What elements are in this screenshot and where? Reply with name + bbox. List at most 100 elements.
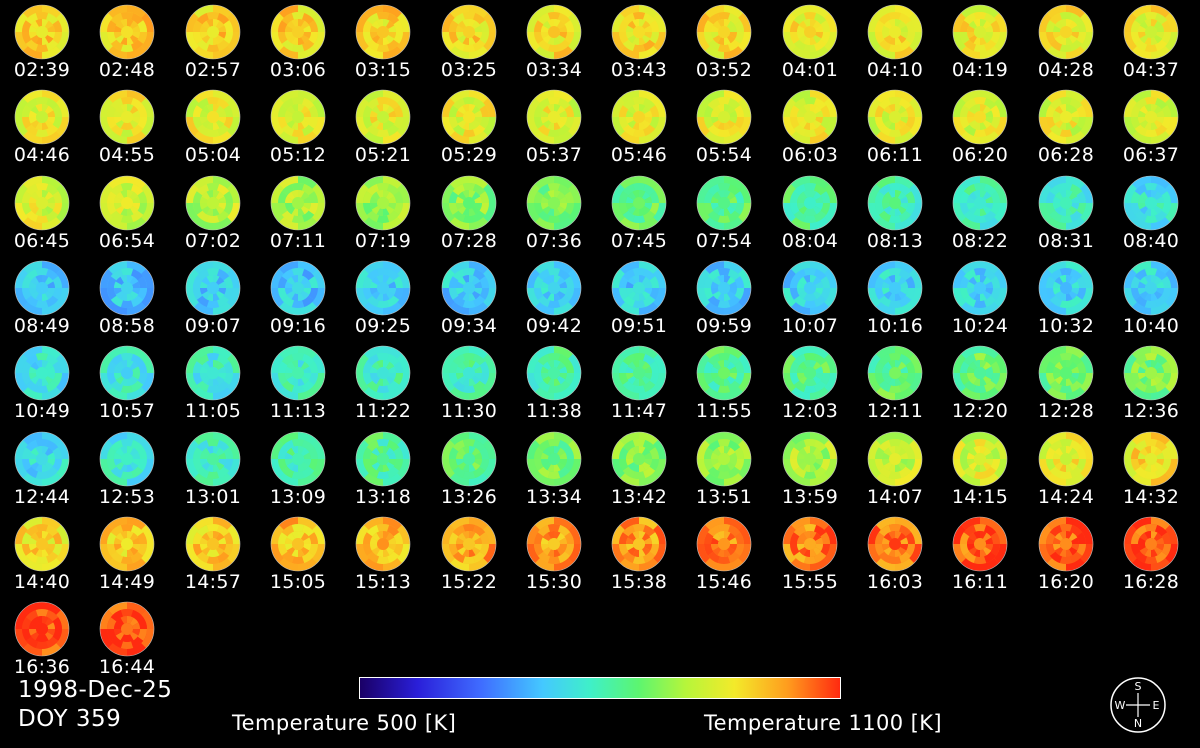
doy-label: DOY 359 xyxy=(18,706,122,732)
frame-time-label: 05:37 xyxy=(525,144,583,166)
frame-cell: 06:45 xyxy=(0,171,86,257)
frame-cell: 03:52 xyxy=(682,0,768,86)
frame-time-label: 13:01 xyxy=(184,486,242,508)
temperature-disc xyxy=(782,4,838,60)
compass-east-label: E xyxy=(1153,699,1160,712)
frame-time-label: 15:30 xyxy=(525,571,583,593)
frame-time-label: 13:26 xyxy=(440,486,498,508)
frame-time-label: 07:28 xyxy=(440,230,498,252)
temperature-disc xyxy=(14,516,70,572)
frame-time-label: 14:07 xyxy=(866,486,924,508)
temperature-disc xyxy=(782,89,838,145)
frame-time-label: 14:15 xyxy=(951,486,1009,508)
frame-cell: 13:01 xyxy=(171,427,257,513)
frame-time-label: 08:58 xyxy=(98,315,156,337)
temperature-disc xyxy=(185,4,241,60)
temperature-disc xyxy=(1038,89,1094,145)
frame-time-label: 11:47 xyxy=(610,400,668,422)
frame-cell: 06:54 xyxy=(85,171,171,257)
frame-time-label: 11:05 xyxy=(184,400,242,422)
temperature-disc xyxy=(526,516,582,572)
frame-time-label: 08:31 xyxy=(1037,230,1095,252)
frame-cell: 05:46 xyxy=(597,85,683,171)
frame-cell: 11:13 xyxy=(256,341,342,427)
frame-time-label: 16:28 xyxy=(1122,571,1180,593)
temperature-disc xyxy=(782,431,838,487)
temperature-disc xyxy=(526,345,582,401)
frame-time-label: 03:52 xyxy=(695,59,753,81)
frame-time-label: 03:43 xyxy=(610,59,668,81)
temperature-disc xyxy=(441,431,497,487)
frame-time-label: 03:25 xyxy=(440,59,498,81)
frame-cell: 14:40 xyxy=(0,512,86,598)
frame-time-label: 04:01 xyxy=(781,59,839,81)
frame-cell: 13:18 xyxy=(341,427,427,513)
temperature-disc xyxy=(867,516,923,572)
temperature-disc xyxy=(696,345,752,401)
frame-time-label: 05:54 xyxy=(695,144,753,166)
temperature-disc xyxy=(355,345,411,401)
frame-cell: 11:38 xyxy=(512,341,598,427)
frame-time-label: 10:24 xyxy=(951,315,1009,337)
temperature-disc xyxy=(270,345,326,401)
temperature-disc xyxy=(867,345,923,401)
frame-cell: 13:34 xyxy=(512,427,598,513)
frame-time-label: 12:03 xyxy=(781,400,839,422)
frame-time-label: 02:57 xyxy=(184,59,242,81)
frame-time-label: 16:20 xyxy=(1037,571,1095,593)
frame-cell: 10:57 xyxy=(85,341,171,427)
frame-time-label: 10:57 xyxy=(98,400,156,422)
temperature-disc xyxy=(14,260,70,316)
frame-cell: 10:32 xyxy=(1024,256,1110,342)
frame-cell: 06:37 xyxy=(1109,85,1195,171)
temperature-disc xyxy=(1123,345,1179,401)
temperature-disc xyxy=(867,260,923,316)
temperature-disc xyxy=(99,89,155,145)
frame-cell: 12:53 xyxy=(85,427,171,513)
frame-time-label: 08:13 xyxy=(866,230,924,252)
frame-cell: 13:26 xyxy=(427,427,513,513)
frame-time-label: 05:21 xyxy=(354,144,412,166)
frame-cell: 08:13 xyxy=(853,171,939,257)
temperature-disc xyxy=(611,516,667,572)
frame-cell: 04:28 xyxy=(1024,0,1110,86)
temperature-disc xyxy=(952,431,1008,487)
temperature-disc xyxy=(355,516,411,572)
frame-cell: 15:46 xyxy=(682,512,768,598)
frame-time-label: 15:22 xyxy=(440,571,498,593)
frame-cell: 10:16 xyxy=(853,256,939,342)
temperature-disc xyxy=(14,431,70,487)
frame-cell: 08:58 xyxy=(85,256,171,342)
frame-cell: 04:10 xyxy=(853,0,939,86)
temperature-disc xyxy=(867,89,923,145)
frame-cell: 13:59 xyxy=(768,427,854,513)
temperature-disc xyxy=(696,516,752,572)
frame-cell: 03:15 xyxy=(341,0,427,86)
frame-cell: 11:30 xyxy=(427,341,513,427)
frame-time-label: 11:13 xyxy=(269,400,327,422)
temperature-disc xyxy=(270,89,326,145)
temperature-disc xyxy=(1123,431,1179,487)
frame-time-label: 06:37 xyxy=(1122,144,1180,166)
temperature-disc xyxy=(441,516,497,572)
frame-time-label: 08:40 xyxy=(1122,230,1180,252)
frame-cell: 12:03 xyxy=(768,341,854,427)
date-label: 1998-Dec-25 xyxy=(18,677,173,703)
temperature-disc xyxy=(696,89,752,145)
temperature-disc xyxy=(1123,260,1179,316)
frame-time-label: 08:04 xyxy=(781,230,839,252)
temperature-disc xyxy=(611,175,667,231)
temperature-disc xyxy=(952,89,1008,145)
colorbar-min-label: Temperature 500 [K] xyxy=(232,711,457,735)
frame-cell: 16:28 xyxy=(1109,512,1195,598)
frame-cell: 14:07 xyxy=(853,427,939,513)
frame-time-label: 08:49 xyxy=(13,315,71,337)
frame-cell: 05:04 xyxy=(171,85,257,171)
frame-cell: 15:38 xyxy=(597,512,683,598)
frame-time-label: 04:28 xyxy=(1037,59,1095,81)
temperature-colorbar xyxy=(359,677,841,699)
frame-time-label: 13:59 xyxy=(781,486,839,508)
frame-time-label: 13:51 xyxy=(695,486,753,508)
frame-cell: 07:36 xyxy=(512,171,598,257)
